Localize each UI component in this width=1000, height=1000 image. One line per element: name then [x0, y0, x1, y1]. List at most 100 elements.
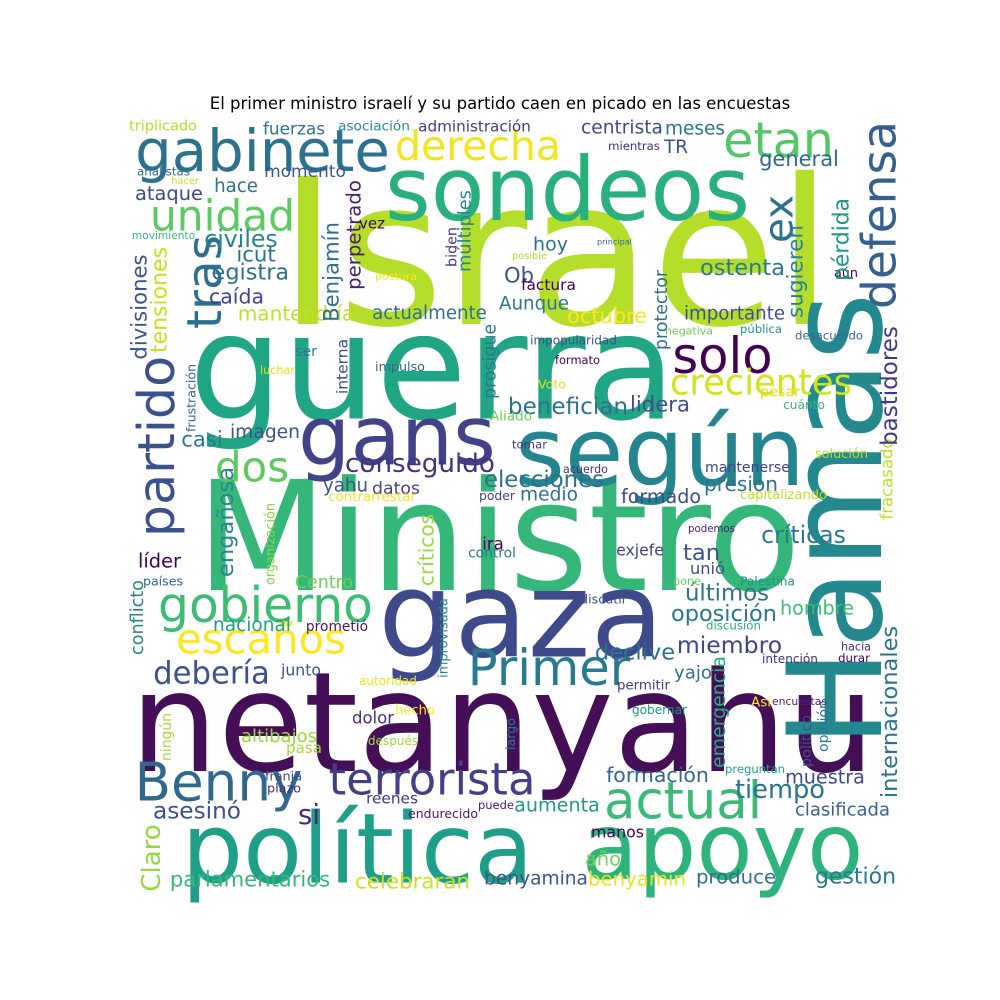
cloud-word-yajo: yajo: [674, 663, 712, 684]
cloud-word-yahu: yahu: [323, 476, 368, 497]
cloud-word-mientras: mientras: [608, 139, 660, 153]
cloud-word-hacer: hacer: [171, 176, 200, 187]
cloud-word-encuestas: encuestas: [772, 695, 827, 708]
cloud-word-principal: principal: [597, 237, 632, 247]
cloud-word-movimiento: movimiento: [132, 230, 195, 242]
cloud-word-asi: Así: [751, 695, 772, 711]
cloud-word-elecciones: elecciones: [484, 467, 604, 493]
cloud-word-escanos: escaños: [176, 615, 346, 664]
cloud-word-formato: formato: [555, 353, 600, 367]
cloud-word-primer: Primer: [468, 639, 631, 697]
cloud-word-analistas: analistas: [137, 165, 190, 179]
cloud-word-gobernar: gobernar: [632, 703, 687, 717]
cloud-word-aun: aún: [834, 266, 858, 281]
cloud-word-preguntan: preguntan: [725, 762, 785, 776]
cloud-word-protector: protector: [652, 269, 672, 350]
cloud-word-benjamin: Benjamín: [319, 222, 344, 322]
cloud-word-gaza: gaza: [378, 547, 664, 686]
cloud-word-organizacion: organización: [264, 503, 279, 585]
cloud-word-frustracion: frustración: [184, 364, 199, 432]
cloud-word-vez: vez: [359, 215, 385, 233]
cloud-word-podemos: podemos: [688, 524, 735, 535]
cloud-word-muestra: muestra: [785, 766, 865, 789]
cloud-word-gobierno: gobierno: [158, 578, 373, 634]
cloud-word-plazo: plazo: [267, 782, 301, 797]
cloud-word-ningun: ningún: [159, 713, 175, 761]
cloud-word-prometio: prometió: [306, 619, 368, 635]
cloud-word-importante: importante: [684, 304, 785, 325]
cloud-word-contrarrestar: contrarrestar: [328, 490, 416, 505]
cloud-word-ministro: Ministro: [196, 448, 801, 626]
cloud-word-dolor: dolor: [352, 709, 394, 728]
cloud-word-tiempo: tiempo: [735, 775, 825, 805]
cloud-word-criticas: críticas: [761, 521, 846, 549]
cloud-word-terrorista: terrorista: [329, 753, 536, 806]
cloud-word-tomar: tomar: [512, 438, 547, 452]
cloud-word-solo: solo: [672, 327, 772, 385]
cloud-word-despues: después: [368, 734, 418, 748]
cloud-word-pone: pone: [673, 575, 701, 588]
cloud-word-centro: Centro: [295, 573, 353, 593]
cloud-word-etan: etan: [723, 111, 834, 169]
cloud-word-mantendria: mantendría: [238, 302, 355, 326]
cloud-word-presion: presión: [704, 472, 778, 496]
cloud-word-opinion: opinión: [816, 700, 832, 752]
cloud-word-ob: Ob: [504, 263, 534, 288]
cloud-word-hecho: hecho: [395, 704, 435, 719]
cloud-word-lider: líder: [138, 550, 181, 573]
cloud-word-control: control: [468, 546, 516, 562]
cloud-word-hombre: hombre: [780, 597, 854, 620]
cloud-word-apoyo: apoyo: [582, 794, 864, 901]
cloud-word-miembro: miembro: [677, 631, 782, 659]
cloud-word-manos: manos: [591, 823, 644, 842]
cloud-word-partido: partido: [127, 356, 186, 537]
cloud-word-criticos: críticos: [415, 514, 439, 586]
cloud-word-conseguido: conseguido: [345, 449, 495, 479]
cloud-word-hamas: Hamas: [759, 293, 912, 748]
cloud-word-tan: tan: [683, 540, 720, 566]
cloud-word-enganosa: engañosa: [213, 467, 239, 577]
cloud-word-ser: ser: [295, 344, 317, 360]
cloud-word-actual: actual: [604, 772, 762, 832]
cloud-word-israel: Israel: [278, 136, 833, 372]
cloud-word-reenes: reenes: [366, 790, 418, 808]
chart-title: El primer ministro israelí y su partido …: [209, 94, 791, 113]
cloud-word-ultimos: últimos: [685, 581, 769, 607]
cloud-word-benefician: benefician: [508, 394, 628, 420]
cloud-word-mantenerse: mantenerse: [705, 460, 790, 476]
cloud-word-negativa: negativa: [665, 325, 713, 338]
cloud-word-registra: registra: [203, 260, 289, 286]
cloud-word-multiples: múltiples: [455, 190, 476, 272]
cloud-word-discusion: discusión: [706, 619, 761, 633]
cloud-word-internacionales: internacionales: [877, 626, 903, 798]
cloud-word-sondeos: sondeos: [385, 138, 750, 241]
cloud-word-oposicion: oposición: [671, 601, 777, 627]
cloud-word-benyamin: benyamin: [588, 868, 686, 891]
cloud-word-declive: declive: [595, 640, 675, 666]
cloud-word-medio: medio: [520, 485, 578, 506]
cloud-word-tensiones: tensiones: [148, 247, 173, 353]
cloud-word-interna: interna: [334, 339, 352, 394]
cloud-word-palestina: Palestina: [740, 575, 795, 589]
cloud-word-unidad: unidad: [150, 192, 295, 241]
cloud-word-durar: durar: [838, 651, 870, 665]
cloud-word-posible: posible: [512, 251, 547, 262]
cloud-word-parlamentarios: parlamentarios: [170, 867, 330, 892]
cloud-word-pasa: pasa: [286, 739, 322, 757]
cloud-word-permitir: permitir: [617, 679, 670, 694]
cloud-word-clasificada: clasificada: [795, 800, 890, 821]
cloud-word-perpetrado: perpetrado: [343, 180, 366, 290]
cloud-word-bastidores: bastidores: [877, 326, 903, 446]
cloud-word-intencion: intención: [762, 652, 818, 666]
cloud-word-nacional: nacional: [213, 615, 291, 636]
cloud-word-asesino: asesinó: [153, 798, 241, 825]
cloud-word-triplicado: triplicado: [129, 119, 197, 135]
cloud-word-discutir: discutir: [580, 592, 628, 607]
cloud-word-postura: postura: [375, 270, 417, 283]
cloud-word-produce: produce: [696, 866, 776, 889]
cloud-word-momento: momento: [264, 162, 346, 182]
cloud-word-hoy: hoy: [533, 234, 568, 256]
cloud-word-aumenta: aumenta: [514, 794, 600, 817]
cloud-word-ira: ira: [482, 535, 503, 554]
